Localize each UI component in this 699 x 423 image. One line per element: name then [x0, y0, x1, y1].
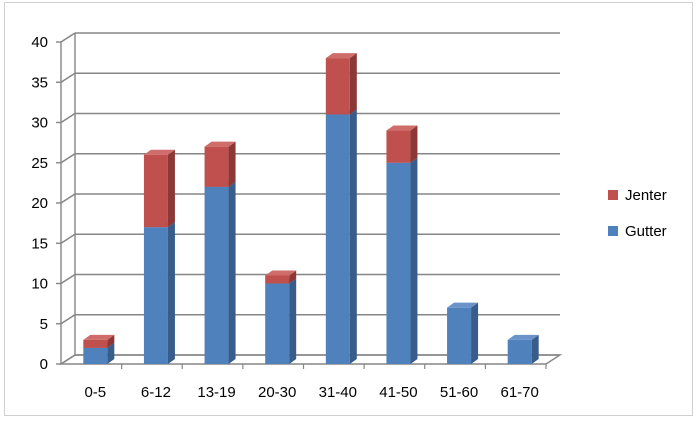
bar-gutter-20-30 — [265, 278, 297, 364]
bar-gutter-61-70-top — [507, 334, 539, 340]
bar-jenter-0-5-side — [107, 334, 115, 348]
bar-gutter-61-70-side — [531, 334, 539, 364]
x-tick-label: 61-70 — [501, 384, 539, 401]
bar-gutter-13-19 — [204, 181, 236, 364]
y-tick-label: 5 — [40, 316, 48, 333]
bar-gutter-20-30-front — [265, 283, 290, 364]
y-tick-label: 25 — [31, 155, 48, 172]
gridline-diagonal — [60, 112, 76, 124]
bar-gutter-6-12 — [143, 222, 175, 364]
bar-jenter-41-50-front — [386, 130, 411, 163]
bar-gutter-31-40 — [325, 109, 357, 364]
legend-swatch-jenter — [608, 190, 618, 200]
bar-jenter-31-40 — [325, 53, 357, 115]
bar-jenter-13-19 — [204, 141, 236, 187]
bar-gutter-13-19-side — [228, 181, 236, 364]
bar-gutter-51-60-top — [447, 302, 479, 308]
bar-gutter-6-12-front — [143, 227, 168, 364]
legend-label-jenter: Jenter — [625, 187, 667, 204]
floor — [58, 354, 563, 365]
bar-jenter-20-30 — [265, 270, 297, 284]
bar-jenter-20-30-front — [265, 275, 290, 284]
legend-label-gutter: Gutter — [625, 223, 667, 240]
bar-gutter-41-50 — [386, 157, 418, 364]
gridline-diagonal — [60, 153, 76, 164]
legend: Jenter Gutter — [608, 187, 667, 240]
bar-gutter-31-40-front — [325, 114, 350, 364]
x-tick-label: 41-50 — [379, 384, 417, 401]
gridline-diagonal — [60, 273, 76, 285]
gridline-diagonal — [60, 314, 76, 325]
bar-gutter-51-60-front — [447, 307, 472, 364]
gridline-diagonal — [60, 72, 76, 83]
bar-jenter-31-40-front — [325, 58, 350, 115]
bar-jenter-6-12-top — [143, 149, 175, 155]
bar-jenter-31-40-side — [349, 53, 357, 115]
bar-gutter-41-50-side — [410, 157, 418, 364]
x-tick-label: 13-19 — [197, 384, 235, 401]
bar-jenter-41-50 — [386, 125, 418, 163]
bar-jenter-20-30-side — [289, 270, 297, 284]
x-tick-label: 6-12 — [141, 384, 171, 401]
stacked-column-chart: 0 5 10 15 20 25 30 35 40 0-5 6-12 13-19 20-30 31-40 41… — [31, 32, 667, 401]
bar-jenter-0-5 — [83, 334, 115, 348]
bar-jenter-13-19-top — [204, 141, 236, 147]
bar-gutter-51-60 — [447, 302, 479, 364]
bar-jenter-6-12-front — [143, 154, 168, 228]
bar-gutter-31-40-side — [349, 109, 357, 364]
bar-jenter-31-40-top — [325, 53, 357, 59]
bar-gutter-0-5-side — [107, 342, 115, 364]
bar-jenter-0-5-front — [83, 339, 108, 348]
bar-jenter-6-12-side — [167, 149, 175, 228]
bar-gutter-20-30-side — [289, 278, 297, 364]
x-tick-label: 51-60 — [440, 384, 478, 401]
bar-gutter-61-70-front — [507, 339, 532, 364]
bars — [83, 53, 539, 364]
y-tick-label: 30 — [31, 115, 48, 132]
bar-jenter-0-5-top — [83, 334, 115, 340]
y-tick-label: 15 — [31, 235, 48, 252]
y-tick-label: 40 — [31, 34, 48, 51]
y-tick-label: 35 — [31, 74, 48, 91]
bar-jenter-20-30-top — [265, 270, 297, 276]
bar-gutter-41-50-front — [386, 162, 411, 364]
bar-gutter-0-5-front — [83, 347, 108, 364]
chart-area: 0 5 10 15 20 25 30 35 40 0-5 6-12 13-19 20-30 31-40 41… — [4, 2, 693, 416]
axes — [56, 33, 563, 369]
legend-swatch-gutter — [608, 226, 618, 236]
bar-jenter-6-12 — [143, 149, 175, 228]
x-tick-label: 0-5 — [84, 384, 106, 401]
gridline-diagonal — [60, 233, 76, 244]
tick-labels: 0 5 10 15 20 25 30 35 40 0-5 6-12 13-19 20-30 31-40 41… — [31, 34, 539, 401]
bar-gutter-13-19-front — [204, 186, 229, 364]
x-tick-label: 20-30 — [258, 384, 296, 401]
y-tick-label: 10 — [31, 276, 48, 293]
y-tick-label: 20 — [31, 195, 48, 212]
gridlines — [60, 32, 560, 365]
bar-jenter-41-50-top — [386, 125, 418, 131]
bar-jenter-13-19-front — [204, 146, 229, 187]
y-tick-label: 0 — [40, 356, 48, 373]
bar-gutter-6-12-side — [167, 222, 175, 364]
x-tick-label: 31-40 — [319, 384, 357, 401]
gridline-diagonal — [60, 193, 76, 204]
bar-jenter-41-50-side — [410, 125, 418, 163]
gridline-diagonal — [60, 32, 76, 43]
bar-gutter-51-60-side — [471, 302, 479, 364]
bar-gutter-61-70 — [507, 334, 539, 364]
bar-jenter-13-19-side — [228, 141, 236, 187]
